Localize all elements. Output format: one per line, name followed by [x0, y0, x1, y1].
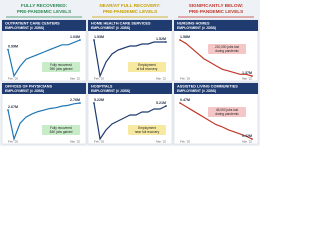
data-line [179, 102, 253, 140]
panel-header [2, 20, 86, 31]
column-subtitle: PRE-PANDEMIC LEVELS [103, 9, 157, 14]
panel-subtitle: EMPLOYMENT (# JOBS) [91, 89, 130, 93]
panel-title: HOME HEALTH CARE SERVICES [91, 22, 151, 26]
data-line [93, 39, 166, 79]
annotation: near full recovery [135, 130, 160, 134]
x-tick-label: Mar. '22 [242, 140, 252, 144]
x-tick-label: Mar. '22 [156, 140, 166, 144]
value-label: 1.53M [94, 35, 104, 39]
end-point [7, 109, 9, 111]
x-tick-label: Feb. '20 [8, 140, 18, 144]
column-title: SIGNIFICANTLY BELOW: [189, 3, 244, 8]
value-label: 2.67M [8, 105, 18, 109]
column-subtitle: PRE-PANDEMIC LEVELS [189, 9, 243, 14]
column-subtitle: PRE-PANDEMIC LEVELS [17, 9, 71, 14]
data-line [93, 102, 167, 141]
x-tick-label: Feb. '20 [8, 77, 18, 81]
panel-subtitle: EMPLOYMENT (# JOBS) [91, 26, 130, 30]
annotation: Employment [138, 126, 156, 130]
panel-subtitle: EMPLOYMENT (# JOBS) [177, 89, 216, 93]
end-point [79, 102, 81, 104]
x-tick-label: Mar. '22 [156, 77, 166, 81]
value-label: 1.58M [180, 35, 190, 39]
value-label: 0.42M [242, 134, 252, 138]
annotation: Fully recovered [50, 63, 72, 67]
panel-header [2, 83, 86, 94]
x-tick-label: Feb. '20 [94, 140, 104, 144]
panel-title: HOSPITALS [91, 85, 113, 89]
end-point [7, 48, 9, 51]
annotation-box [208, 107, 246, 117]
end-point [165, 41, 167, 43]
end-point [179, 39, 181, 41]
value-label: 0.47M [180, 98, 190, 102]
panel-title: ASSISTED LIVING COMMUNITIES [177, 85, 238, 89]
panel-header [174, 20, 258, 31]
end-point [93, 102, 95, 104]
value-label: 1.52M [156, 37, 166, 41]
panel-subtitle: EMPLOYMENT (# JOBS) [5, 26, 44, 30]
x-tick-label: Feb. '20 [180, 77, 190, 81]
x-tick-label: Mar. '22 [70, 77, 80, 81]
end-point [79, 39, 81, 41]
panel-header [88, 20, 172, 31]
data-line [179, 39, 253, 77]
annotation: 210,000 jobs lost [215, 45, 239, 49]
annotation: 39K jobs gained [50, 67, 73, 71]
value-label: 5.21M [156, 101, 166, 105]
annotation: at full recovery [137, 67, 158, 71]
panel-subtitle: EMPLOYMENT (# JOBS) [5, 89, 44, 93]
value-label: 1.37M [242, 71, 252, 75]
panel-title: OUTPATIENT CARE CENTERS [5, 22, 60, 26]
value-label: 0.99M [8, 45, 18, 49]
annotation-box [42, 62, 80, 72]
end-point [179, 102, 181, 104]
data-line [7, 102, 81, 142]
panel-header [88, 83, 172, 94]
annotation: during pandemic [215, 112, 239, 116]
column-title: NEAR/AT FULL RECOVERY: [99, 3, 161, 8]
panel-header [174, 83, 258, 94]
x-tick-label: Feb. '20 [180, 140, 190, 144]
panel-subtitle: EMPLOYMENT (# JOBS) [177, 26, 216, 30]
annotation: Employment [138, 63, 156, 67]
panel-title: OFFICES OF PHYSICIANS [5, 85, 53, 89]
end-point [251, 75, 253, 77]
annotation-box [42, 125, 80, 135]
panel-title: NURSING HOMES [177, 22, 210, 26]
end-point [93, 39, 95, 41]
x-tick-label: Mar. '22 [242, 77, 252, 81]
annotation: during pandemic [215, 49, 239, 53]
end-point [165, 105, 167, 107]
column-title: FULLY RECOVERED: [21, 3, 68, 8]
annotation-box [128, 62, 166, 72]
value-label: 2.76M [70, 98, 80, 102]
data-line [7, 39, 81, 78]
annotation-box [128, 125, 166, 135]
annotation: 84K jobs gained [50, 130, 73, 134]
value-label: 5.22M [94, 98, 104, 102]
infographic: FULLY RECOVERED:PRE-PANDEMIC LEVELSNEAR/… [0, 0, 260, 146]
end-point [251, 138, 253, 140]
value-label: 1.03M [70, 35, 80, 39]
x-tick-label: Mar. '22 [70, 140, 80, 144]
annotation: 46,000 jobs lost [216, 108, 238, 112]
annotation-box [208, 44, 246, 54]
annotation: Fully recovered [50, 126, 72, 130]
x-tick-label: Feb. '20 [94, 77, 104, 81]
